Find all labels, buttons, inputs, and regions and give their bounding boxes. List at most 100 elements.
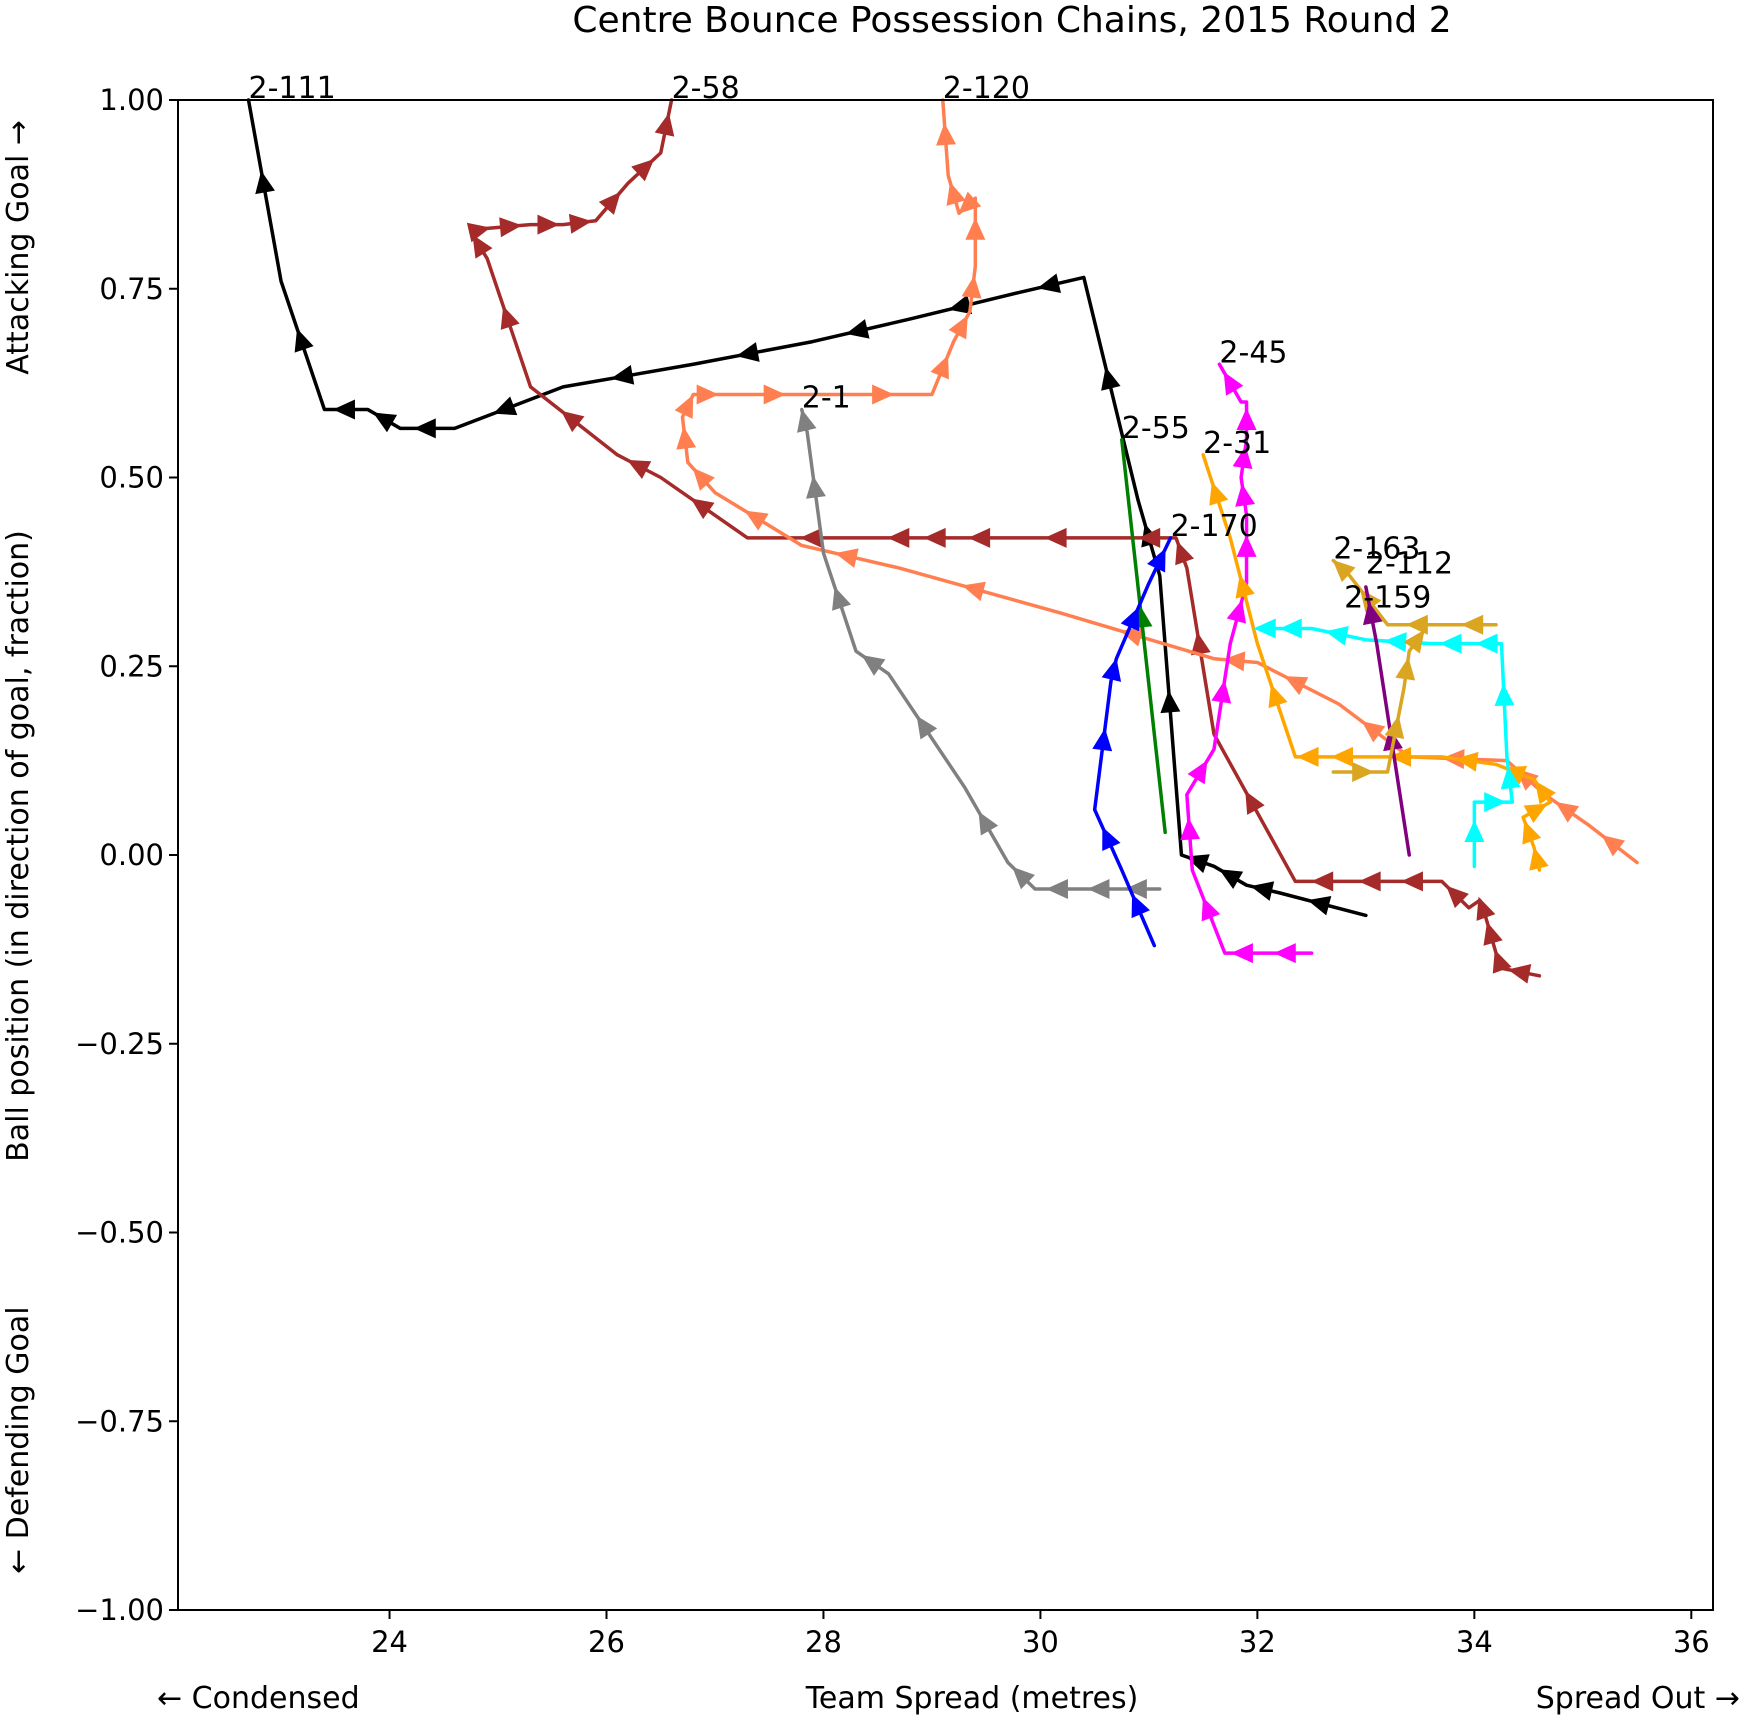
direction-arrow: [834, 548, 859, 568]
direction-arrow: [1209, 481, 1229, 506]
direction-arrow: [1044, 527, 1067, 548]
direction-arrow: [1529, 846, 1549, 871]
x-tick-label: 36: [1673, 1625, 1710, 1659]
direction-arrow: [1087, 878, 1110, 899]
direction-arrow: [806, 475, 826, 499]
direction-arrow: [1555, 801, 1580, 823]
direction-arrow: [930, 355, 949, 380]
y-tick-label: 1.00: [99, 83, 164, 117]
x-axis-label-left: ← Condensed: [157, 1681, 360, 1716]
direction-arrow: [797, 409, 817, 433]
series-line: [1364, 585, 1412, 857]
direction-arrow: [1235, 483, 1256, 507]
direction-arrow: [1138, 527, 1161, 548]
direction-arrow: [1507, 963, 1532, 984]
direction-arrow: [1185, 854, 1210, 874]
direction-arrow: [1045, 878, 1068, 899]
direction-arrow: [1235, 574, 1255, 599]
direction-arrow: [654, 113, 675, 137]
direction-arrow: [1522, 820, 1542, 845]
y-axis-label-top: Attacking Goal →: [1, 120, 36, 375]
chain-label: 2-45: [1219, 335, 1287, 370]
direction-arrow: [1352, 761, 1375, 782]
chart-title: Centre Bounce Possession Chains, 2015 Ro…: [572, 0, 1451, 41]
direction-arrow: [872, 384, 895, 405]
direction-arrow: [690, 498, 715, 520]
direction-arrow: [1400, 871, 1423, 892]
direction-arrow: [1464, 820, 1485, 843]
x-tick-label: 32: [1239, 1625, 1276, 1659]
direction-arrow: [1311, 871, 1334, 892]
direction-arrow: [332, 399, 355, 420]
direction-arrow: [255, 170, 275, 195]
direction-arrow: [916, 715, 938, 740]
x-tick-label: 24: [371, 1625, 408, 1659]
direction-arrow: [965, 217, 986, 240]
direction-arrow: [1211, 680, 1232, 704]
direction-arrow: [1439, 633, 1462, 654]
y-tick-label: 0.00: [99, 838, 164, 872]
direction-arrow: [948, 294, 973, 315]
direction-arrow: [1475, 633, 1498, 654]
y-axis: 1.00 0.75 0.50 0.25 0.00 −0.25 −0.50 −0.75 −1.00: [75, 83, 178, 1627]
direction-arrow: [799, 527, 822, 548]
direction-arrow: [1175, 541, 1195, 566]
direction-arrow: [958, 191, 982, 214]
direction-arrow: [294, 328, 314, 353]
direction-arrow: [1147, 548, 1166, 573]
direction-arrow: [537, 214, 560, 235]
direction-arrow: [961, 275, 982, 299]
direction-arrow: [763, 384, 786, 405]
direction-arrow: [1389, 746, 1412, 767]
direction-arrow: [1494, 683, 1515, 707]
direction-arrow: [1124, 878, 1147, 899]
series-2-1: [797, 407, 1162, 899]
direction-arrow: [1492, 949, 1512, 974]
direction-arrow: [1358, 871, 1381, 892]
chain-label: 2-159: [1344, 581, 1431, 616]
y-tick-label: −0.25: [75, 1027, 164, 1061]
direction-arrow: [1190, 631, 1211, 656]
direction-arrow: [1102, 826, 1121, 852]
direction-arrow: [1160, 690, 1181, 714]
direction-arrow: [845, 319, 870, 339]
direction-arrow: [1307, 896, 1332, 916]
direction-arrow: [1245, 790, 1265, 815]
direction-arrow: [978, 811, 999, 836]
direction-arrow: [472, 234, 493, 259]
direction-arrow: [1405, 614, 1428, 635]
direction-arrow: [610, 364, 635, 385]
direction-arrow: [598, 191, 621, 215]
direction-arrow: [1446, 885, 1469, 909]
direction-arrow: [1483, 921, 1503, 946]
direction-arrow: [1461, 614, 1484, 635]
chain-label: 2-163: [1333, 532, 1420, 567]
direction-arrow: [372, 412, 398, 433]
direction-arrow: [627, 459, 652, 479]
direction-arrow: [1180, 817, 1201, 841]
direction-arrow: [946, 181, 966, 206]
direction-arrow: [674, 394, 694, 419]
direction-arrow: [676, 426, 697, 450]
series-2-58: [466, 98, 1542, 984]
y-tick-label: 0.50: [99, 461, 164, 495]
direction-arrow: [631, 158, 655, 182]
direction-arrow: [1236, 534, 1257, 557]
x-tick-label: 26: [588, 1625, 625, 1659]
direction-arrow: [1101, 366, 1121, 391]
direction-arrow: [1384, 632, 1407, 653]
series-line: [1092, 536, 1173, 948]
chain-label: 2-1: [802, 381, 851, 416]
direction-arrow: [968, 527, 991, 548]
y-tick-label: 0.75: [99, 272, 164, 306]
direction-arrow: [1037, 273, 1061, 293]
direction-arrow: [1120, 607, 1140, 632]
direction-arrow: [1359, 589, 1382, 613]
series-line: [469, 98, 1542, 978]
direction-arrow: [1362, 601, 1383, 626]
direction-arrow: [1403, 629, 1425, 654]
direction-arrow: [1222, 651, 1246, 672]
series-line: [246, 98, 1368, 918]
direction-arrow: [1384, 715, 1405, 739]
y-axis-label-bottom: ← Defending Goal: [1, 1306, 36, 1574]
